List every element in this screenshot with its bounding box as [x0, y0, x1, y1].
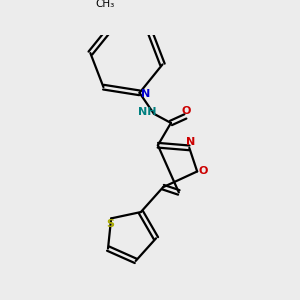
Text: S: S — [106, 219, 114, 229]
Text: NH: NH — [138, 107, 157, 118]
Text: O: O — [182, 106, 191, 116]
Text: O: O — [198, 167, 208, 176]
Text: N: N — [141, 89, 150, 99]
Text: N: N — [186, 137, 195, 147]
Text: CH₃: CH₃ — [95, 0, 115, 9]
